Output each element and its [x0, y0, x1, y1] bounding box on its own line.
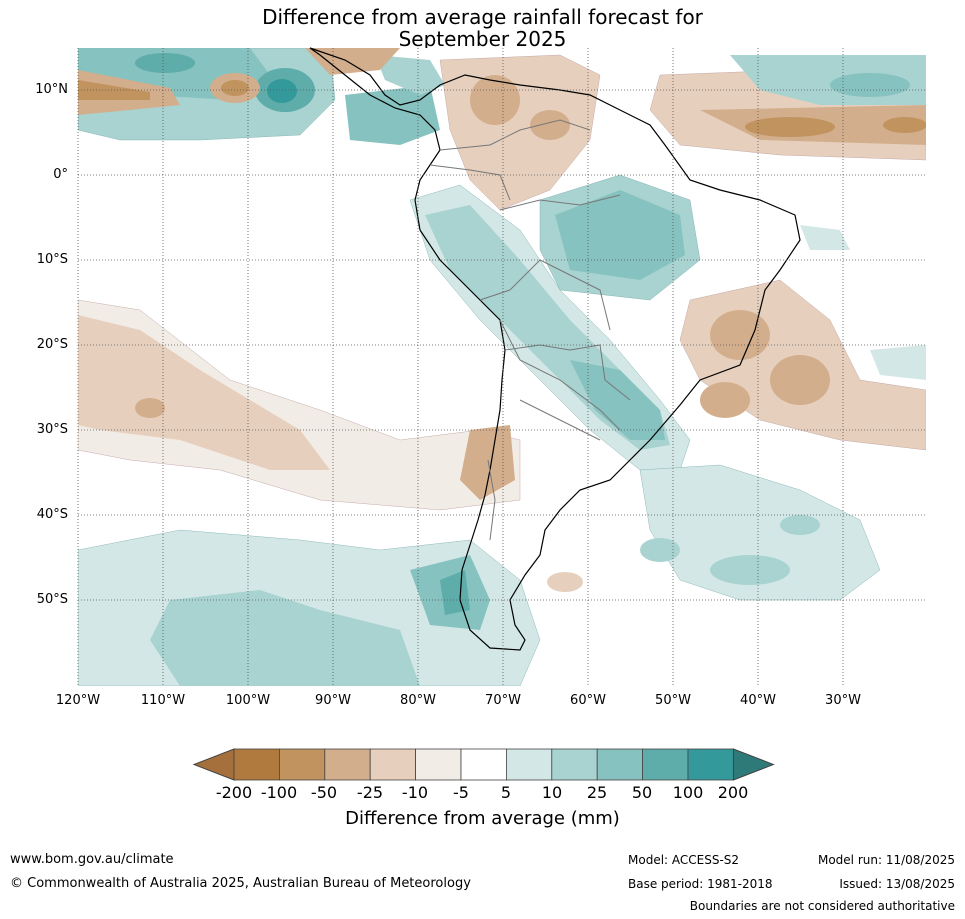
- colorbar-swatch: [596, 748, 644, 781]
- colorbar-label: 5: [500, 783, 512, 802]
- coastline: [309, 47, 801, 651]
- copyright-text: © Commonwealth of Australia 2025, Austra…: [10, 876, 471, 891]
- lon-label-100w: 100°W: [225, 693, 271, 708]
- country-borders: [429, 119, 631, 541]
- lat-label-50s: 50°S: [36, 592, 68, 607]
- colorbar-swatch: [460, 748, 507, 781]
- lon-label-90w: 90°W: [315, 693, 351, 708]
- lon-label-30w: 30°W: [825, 693, 861, 708]
- colorbar: [192, 748, 775, 781]
- colorbar-swatch: [278, 748, 326, 781]
- lat-label-10n: 10°N: [35, 82, 68, 97]
- model-run-text: Model run: 11/08/2025: [817, 853, 955, 867]
- lat-label-0: 0°: [53, 167, 68, 182]
- colorbar-swatch: [687, 748, 734, 781]
- lon-label-80w: 80°W: [400, 693, 436, 708]
- colorbar-label: 200: [717, 783, 749, 802]
- chart-subtitle: September 2025: [398, 27, 567, 51]
- lat-label-40s: 40°S: [36, 507, 68, 522]
- lon-label-70w: 70°W: [485, 693, 521, 708]
- colorbar-label: -50: [310, 783, 338, 802]
- colorbar-label: 10: [541, 783, 563, 802]
- colorbar-swatch: [369, 748, 417, 781]
- colorbar-label: -5: [453, 783, 469, 802]
- site-link[interactable]: www.bom.gov.au/climate: [10, 852, 174, 867]
- lon-label-110w: 110°W: [140, 693, 186, 708]
- lon-label-120w: 120°W: [55, 693, 101, 708]
- lat-label-10s: 10°S: [36, 252, 68, 267]
- colorbar-label: -100: [260, 783, 298, 802]
- colorbar-swatch: [642, 748, 689, 781]
- colorbar-label: -10: [401, 783, 429, 802]
- model-text: Model: ACCESS-S2: [628, 853, 740, 867]
- lon-label-40w: 40°W: [740, 693, 776, 708]
- lat-label-30s: 30°S: [36, 422, 68, 437]
- colorbar-label: 25: [586, 783, 608, 802]
- chart-title: Difference from average rainfall forecas…: [262, 5, 703, 29]
- colorbar-arrow-low: [192, 748, 235, 781]
- colorbar-label: -25: [356, 783, 384, 802]
- disclaimer-text: Boundaries are not considered authoritat…: [689, 899, 955, 913]
- lat-label-20s: 20°S: [36, 337, 68, 352]
- colorbar-arrow-high: [732, 748, 775, 781]
- colorbar-swatch: [505, 748, 553, 781]
- colorbar-title: Difference from average (mm): [345, 808, 620, 829]
- colorbar-label: 50: [631, 783, 653, 802]
- base-period-text: Base period: 1981-2018: [628, 877, 773, 891]
- colorbar-swatch: [233, 748, 280, 781]
- gridlines: [77, 48, 926, 686]
- lon-label-60w: 60°W: [570, 693, 606, 708]
- colorbar-swatch: [551, 748, 598, 781]
- issued-text: Issued: 13/08/2025: [839, 877, 955, 891]
- lon-label-50w: 50°W: [655, 693, 691, 708]
- anomaly-field: [78, 48, 926, 686]
- colorbar-label: 100: [672, 783, 704, 802]
- colorbar-swatch: [415, 748, 462, 781]
- colorbar-label: -200: [215, 783, 253, 802]
- colorbar-swatch: [324, 748, 371, 781]
